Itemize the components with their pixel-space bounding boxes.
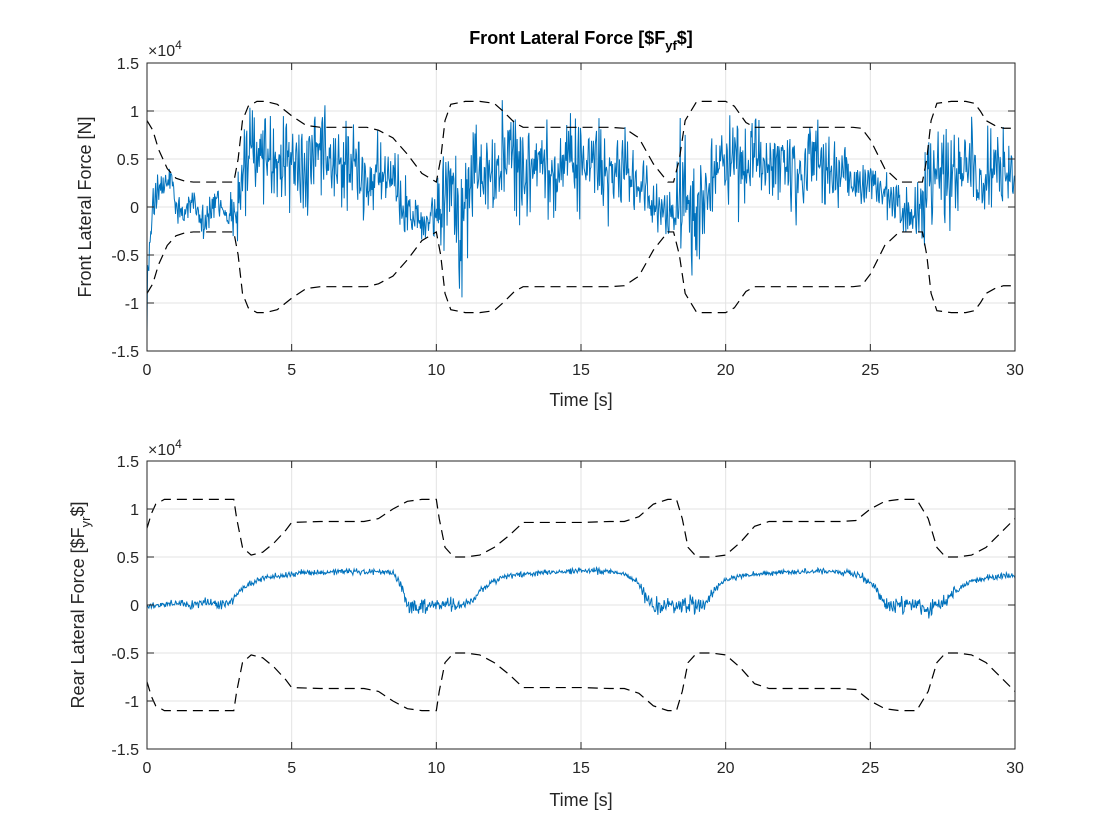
x-tick-label: 20 [717, 760, 735, 777]
x-tick-label: 15 [572, 362, 590, 379]
y-tick-label: -1 [125, 296, 139, 313]
x-tick-label: 15 [572, 760, 590, 777]
y-exponent-bottom: ×104 [148, 437, 182, 459]
ticks-bottom: 0 5 10 15 20 25 30 -1.5 -1 -0.5 0 0.5 1 1.5 [111, 454, 1024, 777]
series-line-lower-bound [147, 652, 1015, 712]
y-tick-label: 1 [130, 502, 139, 519]
y-tick-label: 1 [130, 104, 139, 121]
y-tick-label: 1.5 [117, 454, 139, 471]
x-tick-label: 5 [287, 362, 296, 379]
series-line-lower-bound [147, 231, 1015, 314]
grid-top [147, 63, 1015, 351]
x-tick-label: 10 [427, 760, 445, 777]
y-tick-label: -0.5 [111, 646, 139, 663]
series-line-signal [147, 100, 1015, 335]
x-tick-label: 0 [143, 760, 152, 777]
y-tick-label: 1.5 [117, 56, 139, 73]
x-axis-label-top: Time [s] [549, 390, 612, 410]
y-tick-label: -1.5 [111, 344, 139, 361]
y-tick-label: -1 [125, 694, 139, 711]
y-tick-label: 0.5 [117, 550, 139, 567]
x-tick-label: 5 [287, 760, 296, 777]
x-tick-label: 20 [717, 362, 735, 379]
series-line-upper-bound [147, 498, 1015, 558]
x-tick-label: 30 [1006, 362, 1024, 379]
y-axis-label-bottom: Rear Lateral Force [$Fyr$] [68, 502, 93, 709]
x-tick-label: 25 [861, 760, 879, 777]
series-bottom [147, 498, 1015, 712]
y-exponent-top: ×104 [148, 38, 182, 60]
chart-title-top: Front Lateral Force [$Fyf$] [469, 28, 693, 53]
y-tick-label: 0 [130, 200, 139, 217]
subplot-front-lateral-force: 0 5 10 15 20 25 30 -1.5 -1 -0.5 0 0.5 1 1.5 Front Lat… [75, 28, 1024, 410]
grid-bottom [147, 461, 1015, 749]
y-tick-label: 0 [130, 598, 139, 615]
x-axis-label-bottom: Time [s] [549, 790, 612, 810]
x-tick-label: 30 [1006, 760, 1024, 777]
x-tick-label: 0 [143, 362, 152, 379]
series-line-upper-bound [147, 100, 1015, 183]
x-tick-label: 10 [427, 362, 445, 379]
series-line-signal [147, 566, 1015, 619]
y-axis-label-top: Front Lateral Force [N] [75, 116, 95, 297]
y-tick-label: -1.5 [111, 742, 139, 759]
y-tick-label: -0.5 [111, 248, 139, 265]
series-top [147, 100, 1015, 335]
ticks-top: 0 5 10 15 20 25 30 -1.5 -1 -0.5 0 0.5 1 1.5 [111, 56, 1024, 379]
x-tick-label: 25 [861, 362, 879, 379]
y-tick-label: 0.5 [117, 152, 139, 169]
subplot-rear-lateral-force: 0 5 10 15 20 25 30 -1.5 -1 -0.5 0 0.5 1 1.5 ×104 Time… [68, 437, 1024, 810]
